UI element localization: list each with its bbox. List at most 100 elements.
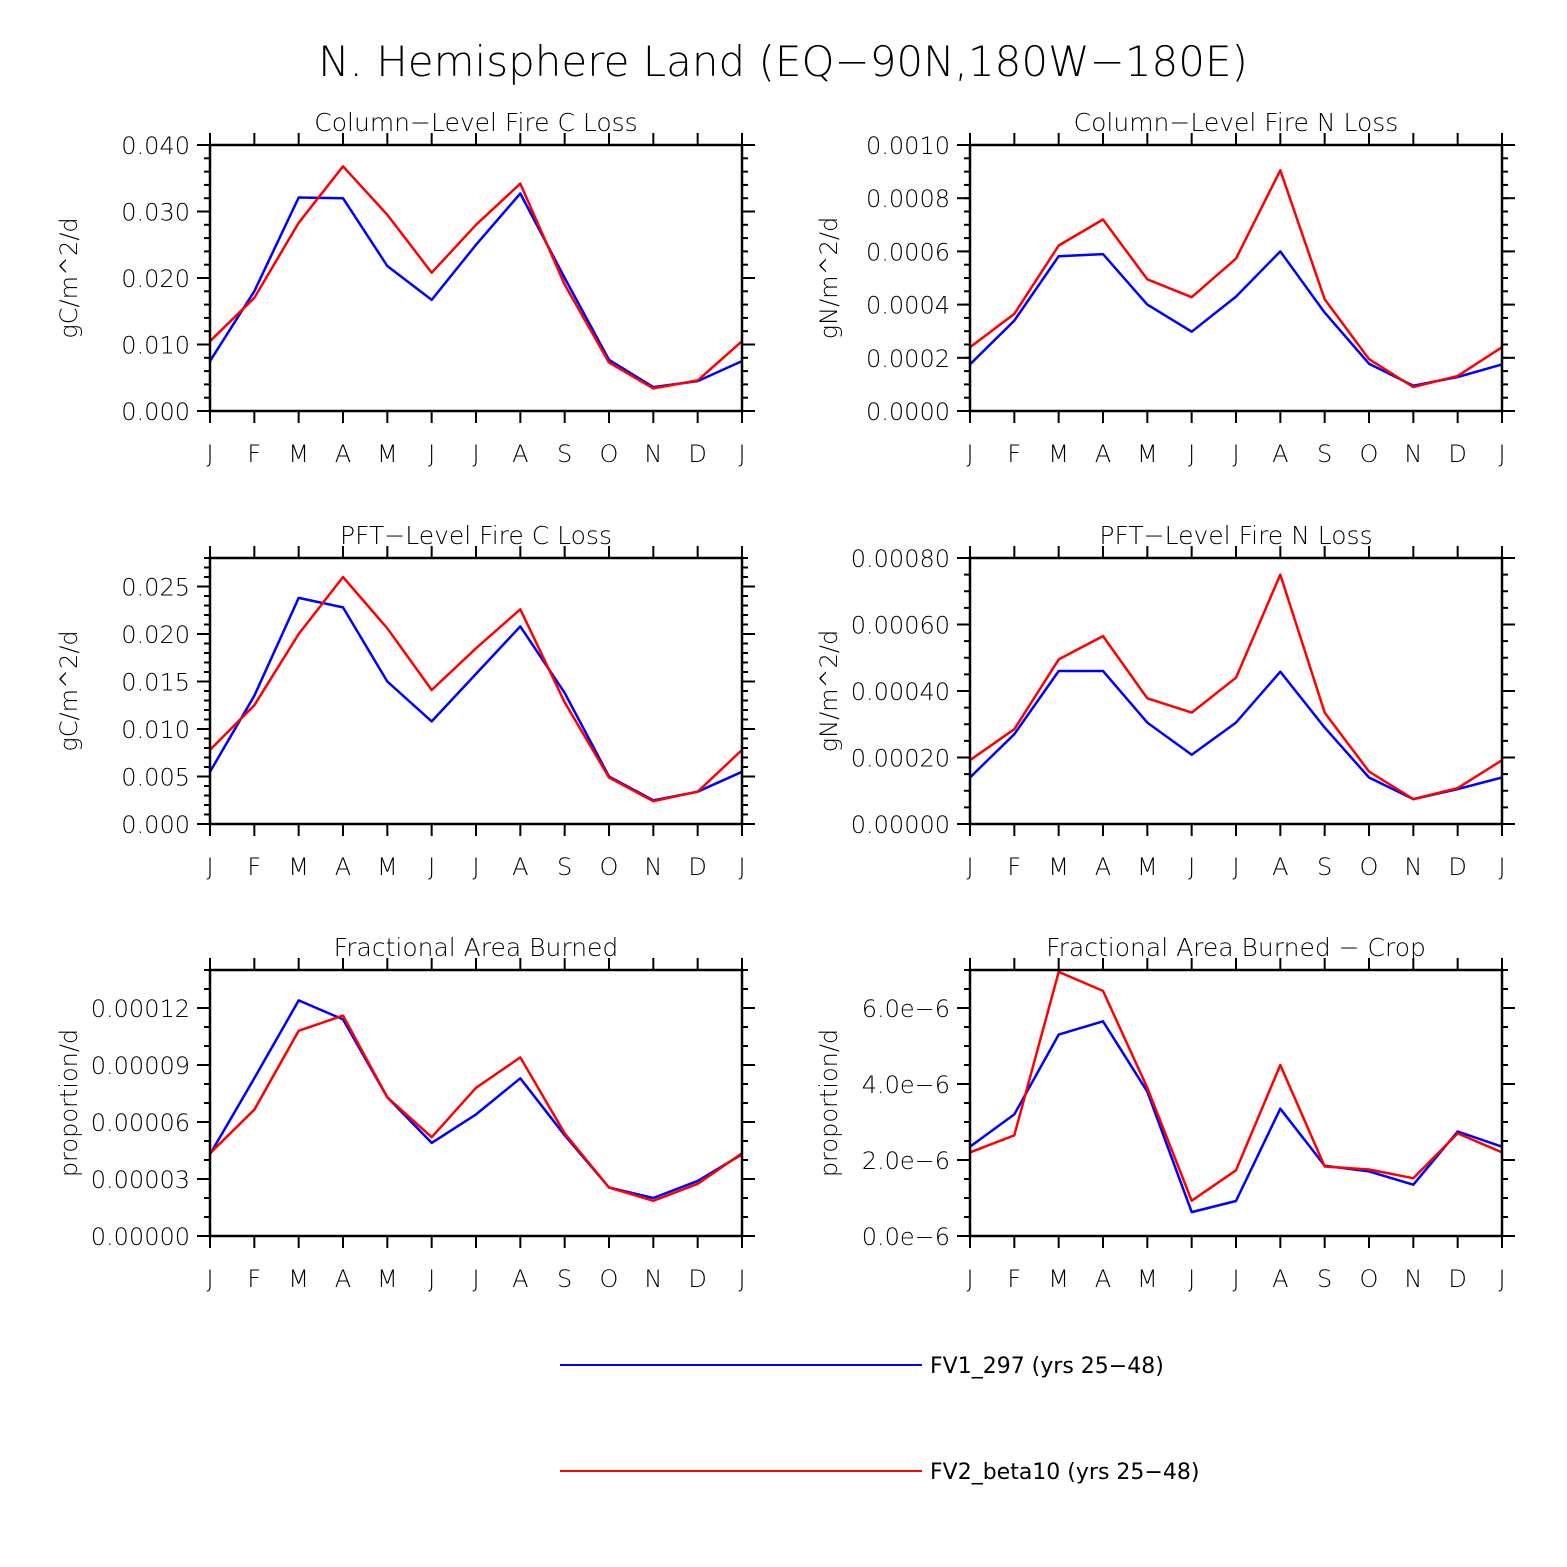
y-tick-label: 0.015 xyxy=(121,669,190,697)
y-axis-label: gC/m^2/d xyxy=(55,217,83,338)
y-tick-label: 0.000 xyxy=(121,398,190,426)
y-tick-label: 0.040 xyxy=(121,132,190,160)
x-tick-label: O xyxy=(1360,1265,1379,1293)
y-tick-label: 0.00000 xyxy=(851,811,950,839)
y-tick-label: 0.010 xyxy=(121,332,190,360)
x-tick-label: S xyxy=(557,853,572,881)
x-tick-label: J xyxy=(206,1265,213,1293)
x-tick-label: F xyxy=(1007,440,1021,468)
x-tick-label: A xyxy=(512,1265,528,1293)
x-tick-label: N xyxy=(1404,440,1422,468)
y-tick-label: 0.0008 xyxy=(866,185,950,213)
x-tick-label: A xyxy=(335,1265,351,1293)
x-tick-label: O xyxy=(1360,440,1379,468)
series-line-fv2 xyxy=(209,1014,743,1203)
y-tick-label: 0.00060 xyxy=(851,612,950,640)
x-tick-label: A xyxy=(1272,853,1288,881)
x-tick-label: J xyxy=(738,440,745,468)
plot-frame xyxy=(208,556,744,826)
y-tick-label: 0.0e−6 xyxy=(862,1223,950,1251)
x-tick-label: M xyxy=(1048,853,1069,881)
y-tick-label: 0.025 xyxy=(121,574,190,602)
x-tick-label: M xyxy=(1048,440,1069,468)
y-tick-label: 0.00080 xyxy=(851,545,950,573)
x-tick-label: M xyxy=(1137,853,1158,881)
series-line-fv2 xyxy=(969,573,1503,801)
y-tick-label: 0.010 xyxy=(121,716,190,744)
series-line-fv1 xyxy=(969,669,1503,801)
x-tick-label: F xyxy=(1007,1265,1021,1293)
y-tick-label: 2.0e−6 xyxy=(862,1147,950,1175)
x-tick-label: M xyxy=(288,440,309,468)
y-tick-label: 0.00006 xyxy=(91,1109,190,1137)
x-tick-label: J xyxy=(1188,1265,1195,1293)
x-tick-label: A xyxy=(335,853,351,881)
x-tick-label: S xyxy=(557,440,572,468)
x-tick-label: S xyxy=(557,1265,572,1293)
y-tick-label: 0.00003 xyxy=(91,1166,190,1194)
x-tick-label: J xyxy=(1498,440,1505,468)
y-tick-label: 0.0010 xyxy=(866,132,950,160)
x-tick-label: M xyxy=(288,1265,309,1293)
y-tick-label: 0.0000 xyxy=(866,398,950,426)
x-tick-label: J xyxy=(428,440,435,468)
legend-label-fv2: FV2_beta10 (yrs 25−48) xyxy=(930,1460,1199,1485)
panel-title: Fractional Area Burned − Crop xyxy=(1046,933,1426,962)
plot-frame xyxy=(968,556,1504,826)
plot-frame xyxy=(968,968,1504,1238)
y-axis-label: proportion/d xyxy=(815,1029,843,1177)
x-tick-label: D xyxy=(1448,440,1466,468)
series-line-fv1 xyxy=(969,250,1503,387)
legend-label-fv1: FV1_297 (yrs 25−48) xyxy=(930,1354,1164,1379)
x-tick-label: J xyxy=(428,1265,435,1293)
series-line-fv1 xyxy=(208,192,743,389)
x-tick-label: J xyxy=(1232,1265,1239,1293)
x-tick-label: M xyxy=(1048,1265,1069,1293)
y-tick-label: 0.000 xyxy=(121,811,190,839)
x-tick-label: J xyxy=(428,853,435,881)
x-tick-label: D xyxy=(688,440,706,468)
y-tick-label: 0.030 xyxy=(121,199,190,227)
series-line-fv2 xyxy=(969,169,1503,389)
y-tick-label: 0.020 xyxy=(121,265,190,293)
x-tick-label: J xyxy=(472,440,479,468)
x-tick-label: A xyxy=(1095,440,1111,468)
x-tick-label: J xyxy=(1498,1265,1505,1293)
series-line-fv1 xyxy=(208,596,743,802)
y-axis-label: gN/m^2/d xyxy=(815,217,843,340)
x-tick-label: J xyxy=(966,853,973,881)
x-tick-label: J xyxy=(1498,853,1505,881)
series-line-fv1 xyxy=(208,999,743,1200)
panel-title: PFT−Level Fire C Loss xyxy=(340,521,612,550)
series-line-fv2 xyxy=(969,970,1503,1202)
x-tick-label: J xyxy=(738,1265,745,1293)
x-tick-label: N xyxy=(1404,853,1422,881)
y-tick-label: 0.0004 xyxy=(866,292,950,320)
x-tick-label: J xyxy=(738,853,745,881)
x-tick-label: D xyxy=(688,1265,706,1293)
x-tick-label: J xyxy=(206,853,213,881)
series-line-fv2 xyxy=(209,575,743,803)
x-tick-label: M xyxy=(377,853,398,881)
x-tick-label: J xyxy=(1232,440,1239,468)
x-tick-label: M xyxy=(377,1265,398,1293)
x-tick-label: D xyxy=(1448,1265,1466,1293)
x-tick-label: A xyxy=(335,440,351,468)
x-tick-label: O xyxy=(600,1265,619,1293)
x-tick-label: J xyxy=(966,1265,973,1293)
x-tick-label: F xyxy=(1007,853,1021,881)
x-tick-label: S xyxy=(1317,440,1332,468)
x-tick-label: M xyxy=(1137,1265,1158,1293)
y-tick-label: 0.0002 xyxy=(866,345,950,373)
y-tick-label: 0.0006 xyxy=(866,238,950,266)
plot-frame xyxy=(208,143,744,413)
x-tick-label: N xyxy=(644,440,662,468)
y-tick-label: 6.0e−6 xyxy=(862,995,950,1023)
